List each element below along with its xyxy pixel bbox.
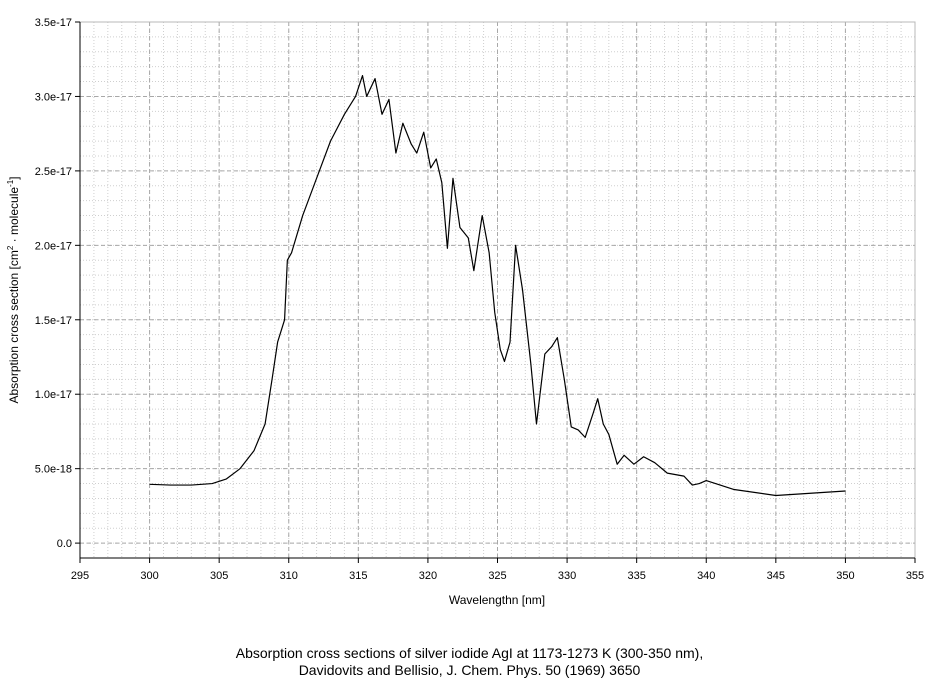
x-tick-label: 305 xyxy=(210,570,228,582)
caption-line-2: Davidovits and Bellisio, J. Chem. Phys. … xyxy=(298,662,641,678)
series-line xyxy=(149,75,846,497)
y-tick-label: 1.5e-17 xyxy=(35,315,72,327)
y-axis-title-sup1: 2 xyxy=(6,245,15,250)
x-tick-label: 350 xyxy=(836,570,854,582)
y-axis-title-end: ] xyxy=(7,176,21,179)
y-axis-title-sup2: -1 xyxy=(6,179,15,187)
x-tick-label: 300 xyxy=(140,570,158,582)
x-tick-label: 325 xyxy=(488,570,506,582)
x-tick-label: 355 xyxy=(906,570,924,582)
tick-labels: 295 300 305 310 315 320 325 330 335 340 345 350 355 0… xyxy=(35,17,924,582)
y-tick-label: 2.0e-17 xyxy=(35,240,72,252)
y-tick-label: 3.0e-17 xyxy=(35,91,72,103)
axes xyxy=(75,21,916,563)
series-layer xyxy=(149,75,846,497)
y-tick-label: 2.5e-17 xyxy=(35,166,72,178)
x-axis-title: Wavelengthn [nm] xyxy=(449,593,545,607)
y-axis-title: Absorption cross section [cm2 · molecule… xyxy=(6,176,21,403)
y-tick-label: 3.5e-17 xyxy=(35,17,72,29)
x-tick-label: 345 xyxy=(767,570,785,582)
x-tick-label: 295 xyxy=(71,570,89,582)
x-tick-label: 330 xyxy=(558,570,576,582)
y-axis-title-mid: · molecule xyxy=(7,187,21,246)
y-tick-label: 0.0 xyxy=(57,538,72,550)
x-tick-label: 320 xyxy=(419,570,437,582)
y-tick-label: 1.0e-17 xyxy=(35,389,72,401)
x-tick-label: 310 xyxy=(280,570,298,582)
caption-line-1: Absorption cross sections of silver iodi… xyxy=(235,645,704,661)
grid xyxy=(79,21,916,559)
x-tick-label: 315 xyxy=(349,570,367,582)
y-axis-title-main: Absorption cross section [cm xyxy=(7,250,21,403)
absorption-chart: 295 300 305 310 315 320 325 330 335 340 345 350 355 0… xyxy=(6,17,924,607)
x-tick-label: 335 xyxy=(627,570,645,582)
x-tick-label: 340 xyxy=(697,570,715,582)
y-tick-label: 5.0e-18 xyxy=(35,464,72,476)
chart-caption: Absorption cross sections of silver iodi… xyxy=(0,645,939,679)
